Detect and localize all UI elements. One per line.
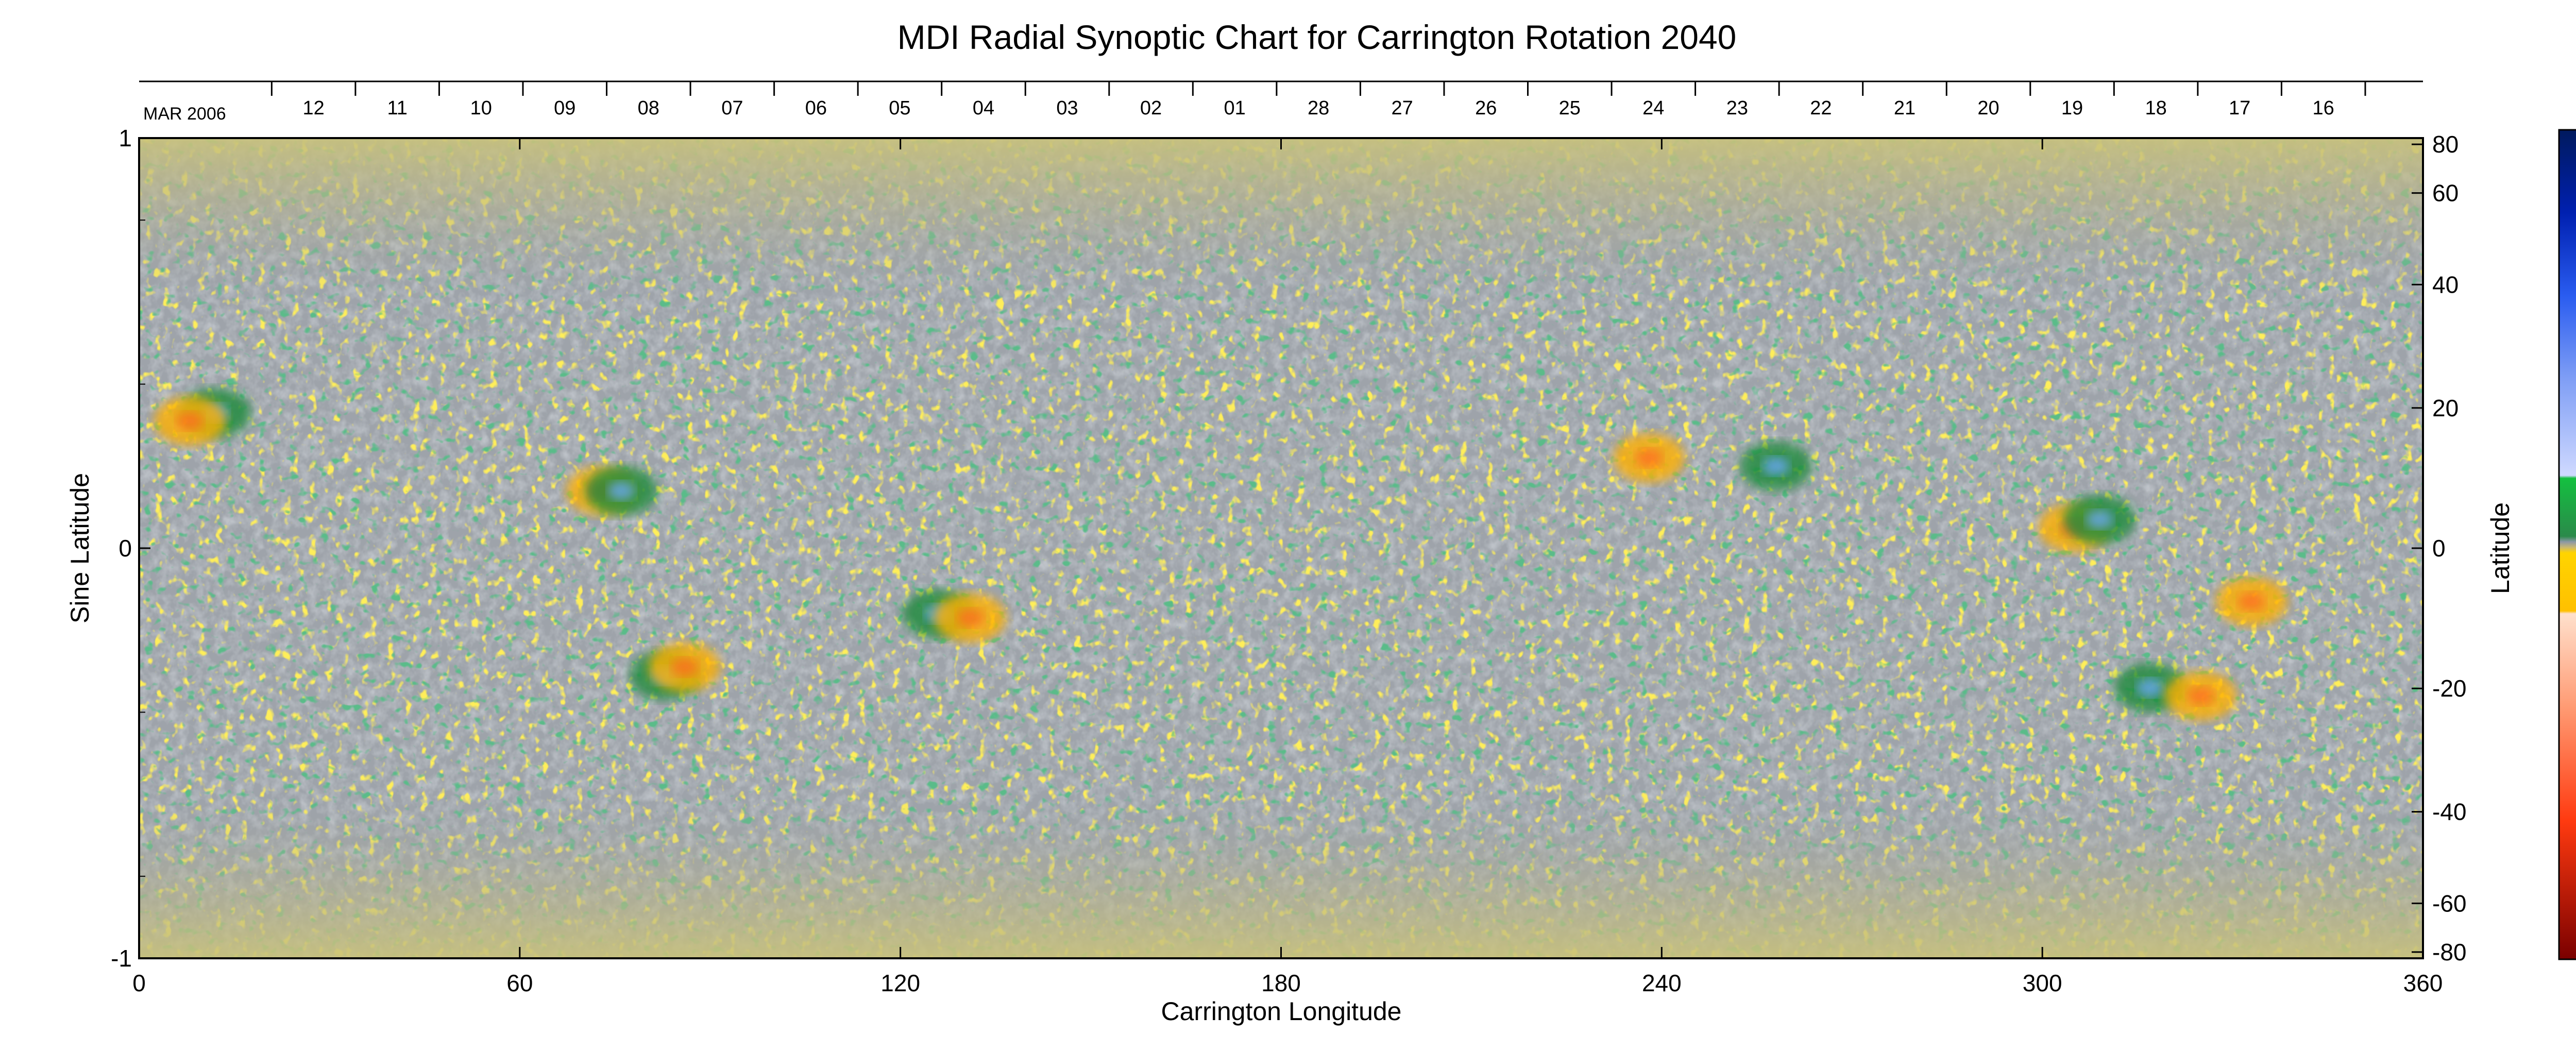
date-label: 07 — [721, 97, 743, 119]
chart-title: MDI Radial Synoptic Chart for Carrington… — [897, 18, 1737, 56]
lat-tick-label: 0 — [2432, 535, 2446, 562]
region-core-negative — [2188, 686, 2215, 705]
region-core-positive — [2086, 510, 2113, 529]
date-label: 28 — [1308, 97, 1329, 119]
date-label: 02 — [1140, 97, 1162, 119]
date-label: 10 — [470, 97, 492, 119]
region-core-negative — [1635, 448, 1663, 467]
date-label: 08 — [638, 97, 659, 119]
lat-tick-label: 40 — [2432, 271, 2459, 298]
date-label: 27 — [1392, 97, 1413, 119]
date-label: 17 — [2229, 97, 2250, 119]
active-regions — [154, 388, 2288, 721]
date-label: 01 — [1224, 97, 1245, 119]
date-label: 23 — [1726, 97, 1748, 119]
y-tick-label: 0 — [118, 535, 132, 562]
region-core-negative — [957, 608, 984, 628]
x-axis-label: Carrington Longitude — [1161, 997, 1402, 1026]
date-axis: 12 11 10 09 08 07 06 05 04 03 02 01 28 27 26 25 24 23 22 21… — [139, 80, 2423, 119]
date-label: 24 — [1642, 97, 1664, 119]
date-label: 03 — [1056, 97, 1078, 119]
date-label: 19 — [2061, 97, 2083, 119]
date-label: 20 — [1977, 97, 1999, 119]
date-label: 06 — [805, 97, 827, 119]
x-tick-label: 300 — [2023, 970, 2062, 996]
date-axis-start-label: MAR 2006 — [143, 104, 226, 124]
date-label: 18 — [2145, 97, 2166, 119]
region-core-positive — [2137, 678, 2164, 697]
lat-tick-label: -60 — [2432, 890, 2466, 917]
plot-area — [139, 138, 2423, 958]
y-axis-left: -1 0 1 — [111, 125, 150, 972]
x-tick-label: 120 — [880, 970, 920, 996]
date-label: 12 — [302, 97, 324, 119]
region-core-negative — [176, 412, 204, 431]
date-label: 04 — [973, 97, 994, 119]
lat-tick-label: 80 — [2432, 131, 2459, 158]
lat-tick-label: 20 — [2432, 395, 2459, 421]
y-tick-label: 1 — [118, 125, 132, 151]
date-label: 26 — [1475, 97, 1497, 119]
date-label: 09 — [554, 97, 575, 119]
x-tick-label: 360 — [2403, 970, 2443, 996]
date-label: 21 — [1894, 97, 1916, 119]
region-core-negative — [2238, 592, 2265, 611]
date-label: 05 — [889, 97, 910, 119]
region-core-negative — [671, 657, 698, 676]
colorbar-scale — [2558, 129, 2576, 960]
date-label: 22 — [1810, 97, 1832, 119]
y-axis-right: 80 60 40 20 0 -20 -40 -60 -80 — [2412, 131, 2466, 966]
lat-tick-label: 60 — [2432, 180, 2459, 207]
lat-tick-label: -80 — [2432, 939, 2466, 966]
x-tick-label: 240 — [1642, 970, 1682, 996]
x-tick-label: 60 — [506, 970, 533, 996]
region-core-positive — [607, 481, 635, 500]
x-tick-label: 0 — [132, 970, 146, 996]
y-axis-label: Sine Latitude — [65, 473, 94, 623]
date-label: 25 — [1559, 97, 1581, 119]
y-tick-label: -1 — [111, 945, 132, 972]
region-core-positive — [1762, 456, 1789, 476]
date-label: 16 — [2313, 97, 2334, 119]
x-tick-label: 180 — [1261, 970, 1301, 996]
colorbar: 150010005000-500-1000-1500 — [2558, 129, 2576, 960]
x-axis: 0 60 120 180 240 300 360 — [132, 138, 2443, 996]
lat-tick-label: -40 — [2432, 799, 2466, 825]
y-axis-right-label: Latitude — [2486, 502, 2515, 594]
lat-tick-label: -20 — [2432, 675, 2466, 702]
date-label: 11 — [387, 97, 407, 119]
